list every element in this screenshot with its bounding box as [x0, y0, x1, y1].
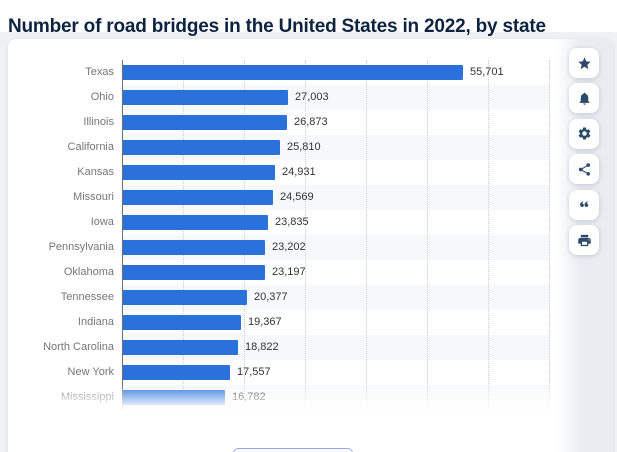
bottom-fade-overlay — [8, 383, 560, 423]
share-button[interactable] — [569, 154, 599, 185]
show-more-button[interactable] — [233, 448, 353, 452]
print-button[interactable] — [569, 225, 599, 255]
value-label: 25,810 — [287, 141, 321, 153]
category-label: Kansas — [77, 166, 114, 178]
bell-icon — [579, 92, 589, 105]
category-label: Tennessee — [60, 291, 114, 303]
value-label: 23,202 — [272, 241, 306, 253]
value-label: 55,701 — [470, 66, 504, 78]
gridline — [244, 60, 245, 410]
quote-icon — [579, 201, 588, 208]
value-label: 26,873 — [294, 116, 328, 128]
settings-button[interactable] — [569, 118, 599, 149]
bar[interactable] — [123, 140, 280, 155]
bar[interactable] — [123, 165, 275, 180]
gridline — [488, 60, 489, 410]
alert-button[interactable] — [569, 83, 599, 114]
category-label: Oklahoma — [63, 266, 114, 278]
bar[interactable] — [123, 265, 265, 280]
value-label: 24,931 — [282, 166, 316, 178]
bar[interactable] — [123, 190, 273, 205]
bar[interactable] — [123, 90, 288, 105]
y-axis-line — [122, 60, 123, 410]
category-label: Ohio — [90, 91, 114, 103]
gridline — [427, 60, 428, 410]
bar[interactable] — [123, 115, 287, 130]
gridline — [549, 60, 550, 410]
value-label: 27,003 — [295, 91, 329, 103]
bar[interactable] — [123, 240, 265, 255]
category-label: Iowa — [90, 216, 114, 228]
category-label: North Carolina — [43, 341, 114, 353]
bar[interactable] — [123, 340, 238, 355]
value-label: 23,835 — [275, 216, 309, 228]
printer-icon — [577, 234, 591, 246]
page-title: Number of road bridges in the United Sta… — [8, 15, 546, 37]
category-label: California — [67, 141, 114, 153]
share-icon — [578, 162, 590, 176]
category-label: Indiana — [77, 316, 114, 328]
gridline — [366, 60, 367, 410]
value-label: 19,367 — [248, 316, 282, 328]
favorite-button[interactable] — [569, 48, 599, 78]
category-label: Pennsylvania — [48, 241, 114, 253]
cite-button[interactable] — [569, 189, 599, 220]
value-label: 17,557 — [237, 366, 271, 378]
category-label: New York — [67, 366, 114, 378]
chart-card: Texas 55,701 Ohio 27,003 Illinois 26,873 Calif… — [8, 39, 613, 452]
bar[interactable] — [123, 290, 247, 305]
category-label: Texas — [85, 66, 114, 78]
bar[interactable] — [123, 215, 268, 230]
bar[interactable] — [123, 65, 463, 80]
bar[interactable] — [123, 315, 241, 330]
value-label: 18,822 — [245, 341, 279, 353]
value-label: 23,197 — [272, 266, 306, 278]
category-label: Illinois — [83, 116, 114, 128]
gear-icon — [578, 127, 590, 140]
gridline — [183, 60, 184, 410]
gridline — [305, 60, 306, 410]
category-label: Missouri — [73, 191, 114, 203]
value-label: 20,377 — [254, 291, 288, 303]
action-toolbar — [555, 39, 613, 452]
star-icon — [577, 56, 591, 69]
value-label: 24,569 — [280, 191, 314, 203]
bar[interactable] — [123, 365, 230, 380]
